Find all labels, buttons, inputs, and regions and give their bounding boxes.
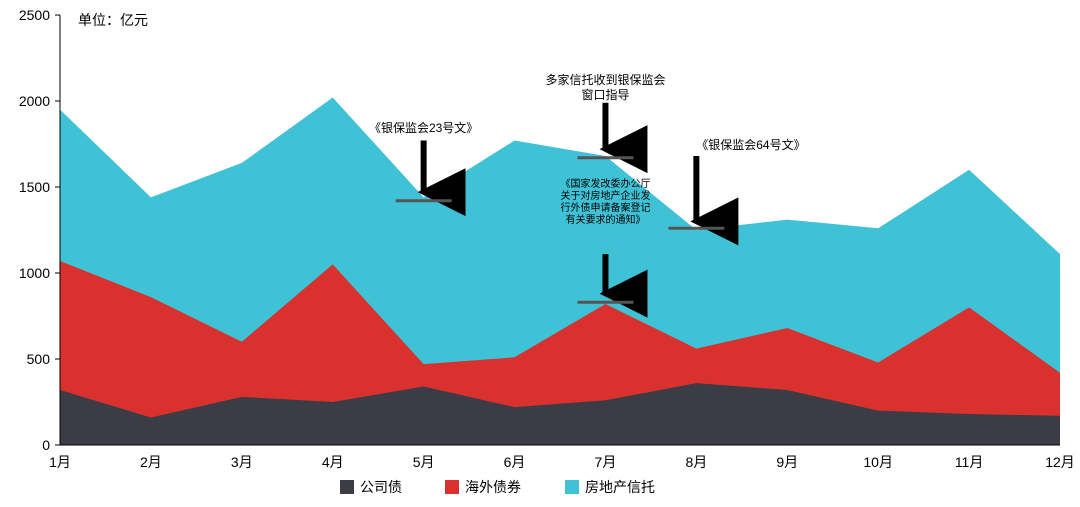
annotation-text: 《国家发改委办公厅 (560, 177, 650, 190)
legend-label: 公司债 (360, 479, 402, 495)
x-tick-label: 3月 (231, 454, 253, 470)
x-tick-label: 11月 (955, 454, 984, 470)
y-tick-label: 1000 (19, 265, 50, 281)
y-tick-label: 2000 (19, 93, 50, 109)
annotation-text: 《银保监会64号文》 (696, 137, 805, 152)
annotation-text: 关于对房地产企业发 (560, 189, 650, 202)
unit-label: 单位：亿元 (78, 12, 148, 28)
x-tick-label: 8月 (685, 454, 707, 470)
x-tick-label: 9月 (776, 454, 798, 470)
x-tick-label: 2月 (140, 454, 162, 470)
x-tick-label: 5月 (413, 454, 435, 470)
annotation-text: 窗口指导 (581, 87, 629, 102)
legend-swatch (445, 480, 459, 494)
x-tick-label: 7月 (595, 454, 617, 470)
x-tick-label: 4月 (322, 454, 344, 470)
annotation-text: 有关要求的通知》 (565, 213, 645, 226)
legend-swatch (340, 480, 354, 494)
legend-swatch (565, 480, 579, 494)
legend-label: 海外债券 (465, 479, 521, 495)
y-tick-label: 0 (42, 437, 50, 453)
annotation-text: 行外债申请备案登记 (560, 201, 650, 214)
y-tick-label: 500 (27, 351, 51, 367)
x-tick-label: 1月 (49, 454, 71, 470)
stacked-area-chart: 0 500 1000 1500 2000 2500 1月 2月 3月 4月 5月 6月 7月 8月 9月 10… (0, 0, 1080, 507)
y-tick-label: 1500 (19, 179, 50, 195)
legend-label: 房地产信托 (585, 479, 655, 495)
x-tick-label: 6月 (504, 454, 526, 470)
x-tick-label: 10月 (863, 454, 893, 470)
annotation-text: 多家信托收到银保监会 (545, 72, 665, 87)
y-tick-label: 2500 (19, 7, 50, 23)
annotation-text: 《银保监会23号文》 (369, 120, 478, 135)
x-tick-label: 12月 (1045, 454, 1075, 470)
